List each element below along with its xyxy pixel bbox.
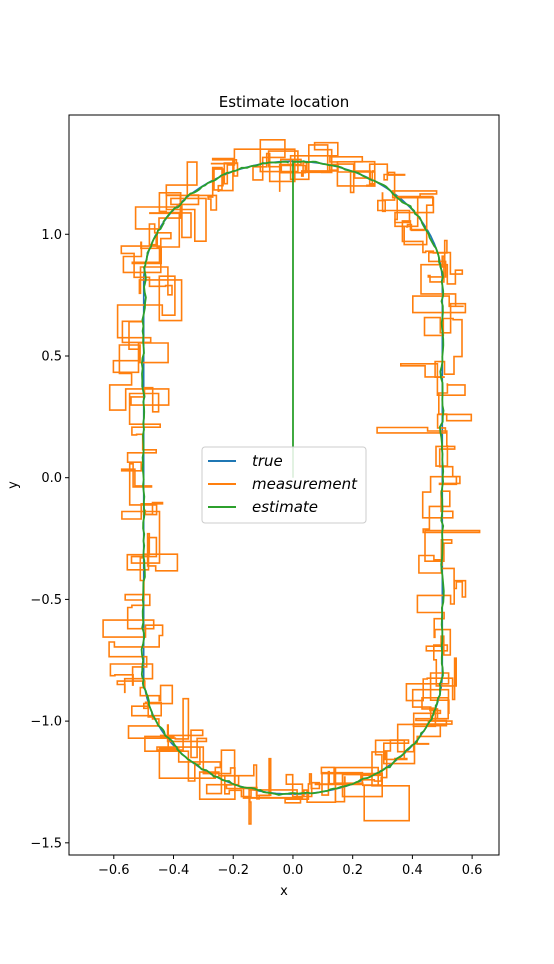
- x-tick-label: −0.6: [98, 863, 130, 878]
- x-tick-label: 0.0: [283, 863, 304, 878]
- series-measurement-line: [102, 139, 481, 825]
- legend: true measurement estimate: [201, 446, 367, 524]
- legend-label-measurement: measurement: [252, 475, 358, 493]
- legend-label-estimate: estimate: [252, 498, 318, 516]
- y-axis-label: y: [6, 481, 21, 489]
- y-tick-label: 0.0: [41, 471, 62, 486]
- x-tick-label: 0.6: [462, 863, 483, 878]
- x-axis-label: x: [280, 884, 288, 899]
- y-tick-label: −1.5: [30, 836, 62, 851]
- series-estimate-line: [140, 160, 445, 796]
- y-tick-label: −1.0: [30, 715, 62, 730]
- x-tick-label: 0.4: [402, 863, 423, 878]
- x-tick-label: 0.2: [342, 863, 363, 878]
- x-tick-label: −0.2: [217, 863, 249, 878]
- x-axis: −0.6 −0.4 −0.2 0.0 0.2 0.4 0.6: [98, 855, 482, 878]
- plot-area: [102, 139, 481, 825]
- axes-frame: [68, 114, 500, 856]
- y-tick-label: 0.5: [41, 349, 62, 364]
- y-axis: −1.5 −1.0 −0.5 0.0 0.5 1.0: [30, 228, 69, 851]
- x-tick-label: −0.4: [158, 863, 190, 878]
- y-tick-label: −0.5: [30, 593, 62, 608]
- legend-label-true: true: [252, 452, 283, 470]
- y-tick-label: 1.0: [41, 228, 62, 243]
- legend-box: [201, 446, 367, 524]
- chart-title: Estimate location: [219, 93, 350, 111]
